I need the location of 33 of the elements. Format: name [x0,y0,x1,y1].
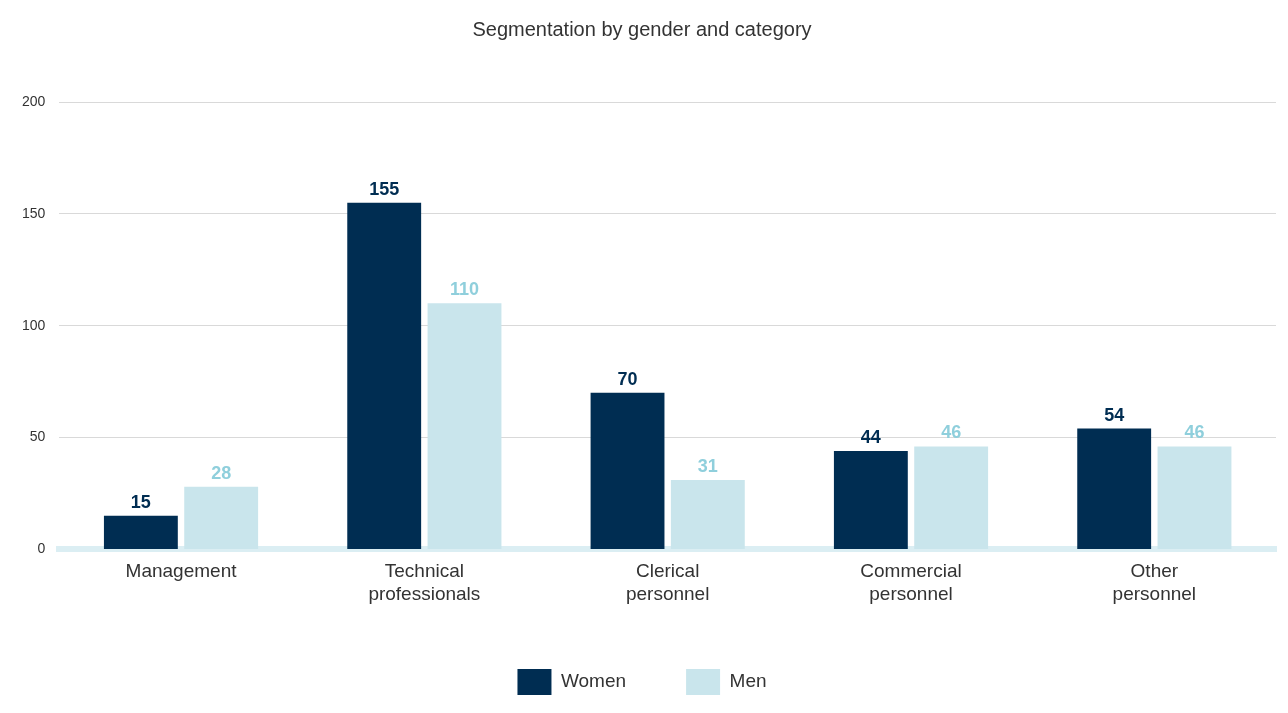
data-label: 28 [211,462,232,483]
data-label: 155 [369,178,400,199]
y-tick-label: 50 [29,428,46,445]
x-tick-label: Management [125,560,238,582]
data-label: 46 [941,422,962,443]
data-label: 54 [1104,404,1125,425]
y-tick-label: 200 [22,92,46,109]
y-tick-label: 0 [37,540,46,557]
bar [833,450,908,549]
bar [347,202,422,549]
legend-label: Women [560,670,627,692]
data-label: 31 [697,456,718,477]
bar [670,480,745,549]
bar [590,392,665,549]
bar [914,446,989,549]
bar [427,303,502,549]
chart-title: Segmentation by gender and category [472,17,812,40]
x-tick-label: Other personnel [1112,560,1197,604]
bar [1077,428,1152,549]
data-label: 70 [617,368,638,389]
legend-label: Men [729,670,767,692]
y-tick-label: 100 [22,316,46,333]
data-label: 46 [1184,422,1205,443]
data-label: 110 [449,279,480,300]
y-tick-label: 150 [22,204,46,221]
x-tick-label: Commercial personnel [860,560,962,604]
bar [103,515,178,549]
x-tick-label: Clerical personnel [625,560,710,604]
bar [1157,446,1232,549]
x-tick-label: Technical professionals [368,560,481,604]
data-label: 15 [130,491,151,512]
data-label: 44 [860,426,881,447]
bar [184,486,259,549]
